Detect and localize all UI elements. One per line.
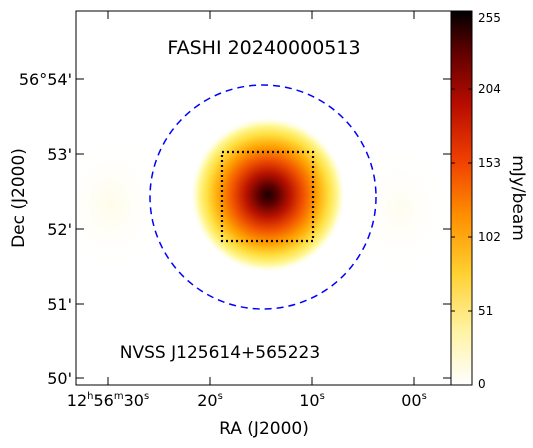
x-tick-marks (107, 11, 415, 385)
x-tick-label: 10s (299, 391, 325, 410)
x-tick-label: 00s (401, 391, 427, 410)
x-tick-label: 12h56m30s (67, 391, 149, 410)
source-box (220, 150, 315, 243)
colorbar-tick-label: 153 (478, 156, 501, 170)
colorbar-tick-label: 0 (478, 377, 486, 391)
y-tick-label: 53' (47, 145, 72, 164)
colorbar-tick-label: 204 (478, 82, 501, 96)
y-tick-label: 52' (47, 220, 72, 239)
colorbar-frame (450, 10, 473, 386)
source-emission (190, 117, 346, 273)
colorbar-tick-label: 51 (478, 304, 493, 318)
x-tick-label: 20s (197, 391, 223, 410)
beam-circle (149, 84, 377, 310)
y-tick-marks (76, 78, 451, 379)
faint-emission-left (76, 135, 165, 275)
colorbar-label: mJy/beam (508, 155, 528, 241)
faint-emission-right (345, 140, 451, 280)
y-axis-label: Dec (J2000) (9, 148, 29, 248)
x-axis-label: RA (J2000) (219, 419, 309, 439)
colorbar-tick-marks (451, 88, 472, 312)
y-tick-label: 56°54' (19, 70, 72, 89)
heatmap-layer (76, 117, 451, 280)
y-tick-label: 51' (47, 295, 72, 314)
chart-title: FASHI 20240000513 (167, 37, 360, 59)
colorbar-tick-label: 102 (478, 230, 501, 244)
colorbar-tick-label: 255 (478, 11, 501, 25)
colorbar (451, 11, 472, 385)
y-tick-label: 50' (47, 369, 72, 388)
source-annotation: NVSS J125614+565223 (120, 343, 320, 363)
